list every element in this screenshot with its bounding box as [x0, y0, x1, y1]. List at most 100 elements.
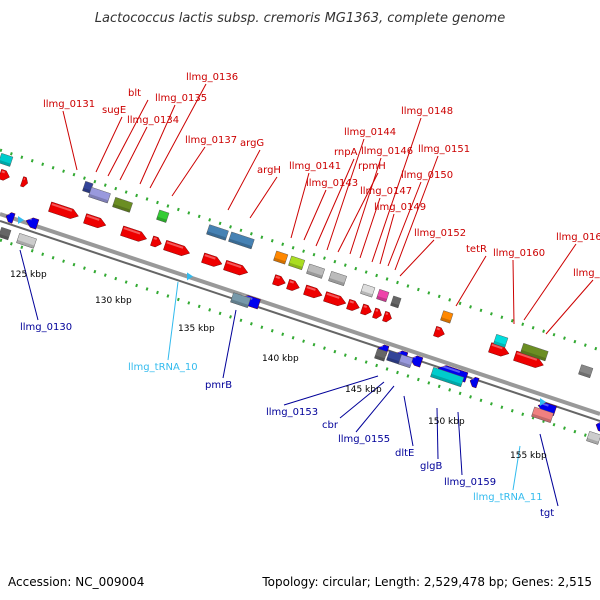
reverse-gene-arrow [25, 217, 40, 230]
reverse-label-leader [283, 375, 379, 406]
forward-gene-arrow [303, 284, 323, 299]
reverse-gene-arrow [5, 212, 16, 224]
forward-gene-arrow [223, 260, 249, 276]
trna-marker [18, 216, 24, 224]
forward-label-leader [545, 279, 594, 335]
forward-gene-arrow [48, 201, 79, 219]
forward-label-leader [523, 243, 577, 321]
forward-domain-box [440, 310, 454, 324]
scale-label: 150 kbp [428, 417, 465, 427]
forward-label-leader [303, 189, 327, 241]
reverse-label-leader [403, 395, 414, 447]
scale-label: 145 kbp [345, 385, 382, 395]
reverse-gene-label: dltE [395, 448, 414, 459]
forward-label-leader [95, 116, 123, 173]
forward-gene-arrow [0, 169, 10, 181]
forward-gene-label: llmg_0136 [186, 72, 238, 83]
forward-domain-box [376, 289, 390, 303]
reverse-label-leader [19, 249, 39, 321]
reverse-gene-label: llmg_0155 [338, 434, 390, 445]
accession-text: Accession: NC_009004 [8, 575, 144, 589]
genome-backbone [0, 212, 600, 422]
forward-gene-arrow [201, 252, 223, 267]
scale-label: 130 kbp [95, 296, 132, 306]
scale-label: 155 kbp [510, 451, 547, 461]
reverse-domain-box [16, 233, 37, 249]
forward-label-leader [149, 83, 207, 189]
topology-text: Topology: circular; Length: 2,529,478 bp… [261, 575, 592, 589]
trna-label-leader [167, 281, 179, 361]
reverse-gene-arrow [595, 420, 600, 433]
reverse-gene-label: cbr [322, 420, 339, 431]
forward-gene-label: llmg_0152 [414, 228, 466, 239]
forward-label-leader [455, 255, 487, 307]
forward-domain-box [390, 295, 402, 309]
forward-label-leader [249, 176, 278, 219]
trna-label: llmg_tRNA_11 [473, 492, 543, 503]
reverse-domain-box [586, 431, 600, 445]
forward-label-leader [62, 110, 78, 171]
reverse-gene-label: llmg_0159 [444, 477, 496, 488]
forward-domain-box [306, 263, 326, 279]
reverse-domain-box [230, 292, 251, 309]
forward-gene-label: llmg_0137 [185, 135, 237, 146]
forward-gene-label: llmg_0143 [306, 178, 358, 189]
forward-gene-arrow [20, 176, 28, 188]
forward-domain-box [520, 343, 549, 362]
forward-gene-arrow [286, 279, 300, 291]
reverse-gene-label: pmrB [205, 380, 232, 391]
forward-gene-label: llmg_0134 [127, 115, 179, 126]
forward-gene-label: llmg_0160 [493, 248, 545, 259]
forward-gene-label: blt [128, 88, 141, 99]
reverse-gene-label: tgt [540, 508, 554, 519]
scale-label: 135 kbp [178, 324, 215, 334]
reverse-label-leader [539, 433, 559, 507]
forward-gene-arrow [372, 307, 382, 319]
forward-gene-label: llmg_0151 [418, 144, 470, 155]
reverse-label-leader [355, 385, 395, 433]
reverse-domain-box [398, 354, 414, 369]
forward-gene-label: llmg_0135 [155, 93, 207, 104]
forward-gene-label: llmg_0144 [344, 127, 396, 138]
scale-label: 140 kbp [262, 354, 299, 364]
forward-gene-arrow [163, 240, 190, 256]
forward-domain-box [88, 187, 111, 204]
scale-label: 125 kbp [10, 270, 47, 280]
forward-gene-arrow [150, 235, 162, 248]
reverse-gene-arrow [469, 376, 480, 389]
forward-gene-label: llmg_0148 [401, 106, 453, 117]
forward-label-leader [394, 155, 439, 271]
reverse-domain-box [531, 406, 554, 423]
forward-gene-arrow [83, 213, 107, 229]
trna-label-leader [512, 445, 521, 491]
forward-gene-arrow [323, 291, 347, 307]
forward-gene-label: llmg_0150 [401, 170, 453, 181]
forward-gene-label: llmg_0147 [360, 186, 412, 197]
forward-gene-arrow [120, 225, 147, 242]
map-title: Lactococcus lactis subsp. cremoris MG136… [95, 11, 505, 26]
forward-label-leader [337, 172, 379, 253]
forward-label-leader [290, 172, 310, 239]
forward-gene-label: llmg_0131 [43, 99, 95, 110]
forward-label-leader [359, 197, 381, 259]
reverse-gene-arrow [409, 355, 424, 368]
forward-label-leader [371, 117, 422, 263]
forward-gene-arrow [346, 299, 360, 311]
forward-gene-arrow [272, 274, 286, 287]
forward-label-leader [349, 157, 382, 255]
forward-label-leader [399, 239, 435, 277]
forward-domain-box [493, 334, 509, 348]
forward-gene-label: rpmH [358, 161, 386, 172]
forward-domain-box [112, 197, 133, 213]
trna-marker [540, 398, 546, 406]
forward-domain-box [273, 250, 289, 265]
reverse-label-leader [436, 407, 439, 460]
forward-domain-box [228, 231, 255, 250]
forward-gene-arrow [382, 311, 392, 323]
forward-label-leader [227, 149, 261, 211]
reverse-label-leader [457, 411, 463, 476]
forward-domain-box [206, 224, 229, 241]
forward-label-leader [387, 181, 422, 267]
forward-domain-box [578, 364, 594, 379]
forward-label-leader [139, 104, 176, 185]
